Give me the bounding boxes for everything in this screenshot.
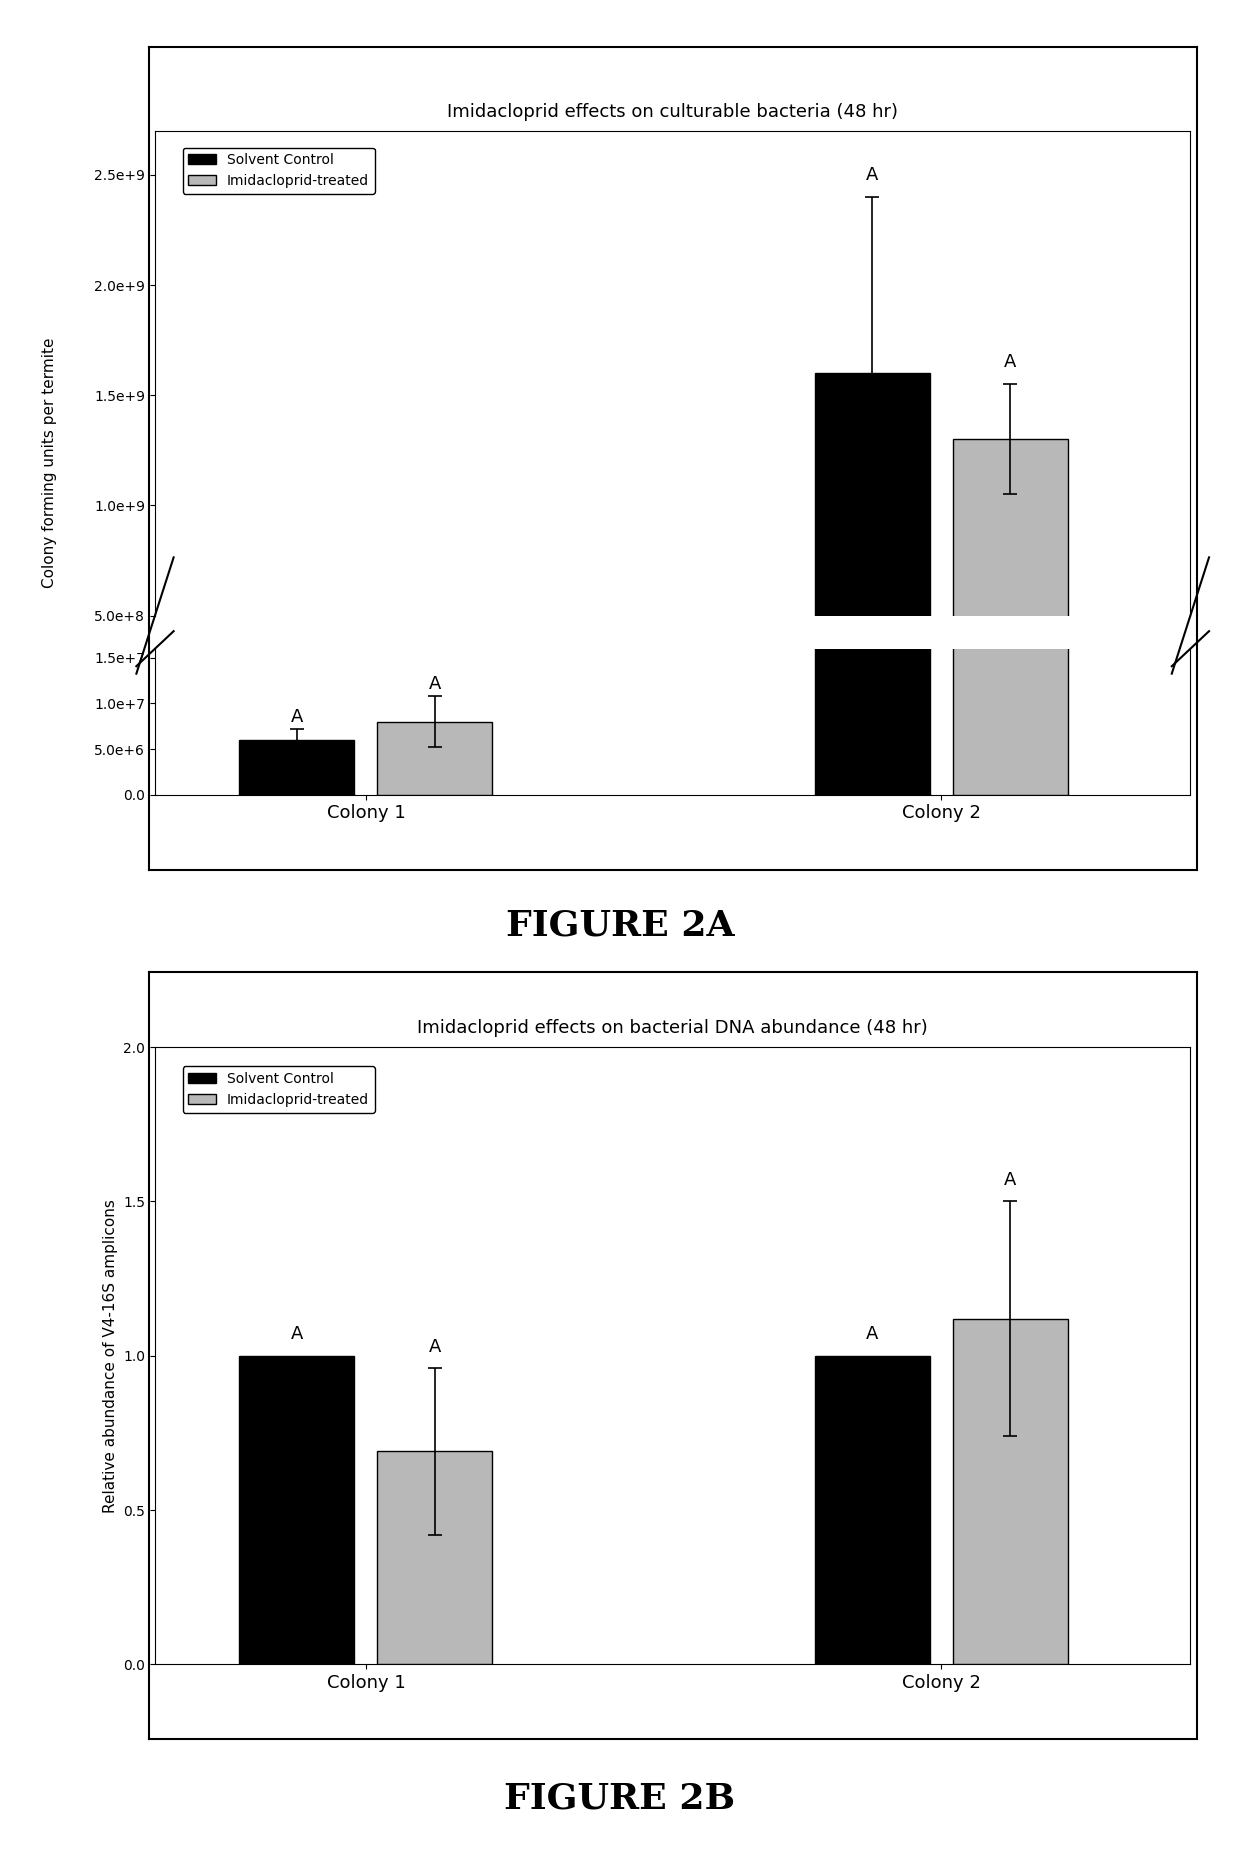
Bar <box>952 1318 1068 1664</box>
Bar <box>155 615 1190 638</box>
Title: Imidacloprid effects on bacterial DNA abundance (48 hr): Imidacloprid effects on bacterial DNA ab… <box>418 1019 928 1038</box>
Bar <box>952 0 1068 795</box>
Bar <box>155 640 1190 649</box>
Legend: Solvent Control, Imidacloprid-treated: Solvent Control, Imidacloprid-treated <box>182 1066 374 1113</box>
Bar <box>815 374 930 726</box>
Text: Colony forming units per termite: Colony forming units per termite <box>42 338 57 587</box>
Bar <box>377 722 492 795</box>
Legend: Solvent Control, Imidacloprid-treated: Solvent Control, Imidacloprid-treated <box>182 148 374 194</box>
Bar <box>815 0 930 795</box>
Text: A: A <box>866 166 878 183</box>
Text: A: A <box>866 1326 878 1343</box>
Bar <box>239 741 355 795</box>
Text: A: A <box>429 1337 441 1356</box>
Text: A: A <box>1004 353 1017 370</box>
Text: A: A <box>429 675 441 694</box>
Text: A: A <box>1004 1171 1017 1189</box>
Text: A: A <box>290 1326 303 1343</box>
Y-axis label: Relative abundance of V4-16S amplicons: Relative abundance of V4-16S amplicons <box>103 1199 118 1513</box>
Text: A: A <box>290 709 303 726</box>
Bar <box>815 1356 930 1664</box>
Title: Imidacloprid effects on culturable bacteria (48 hr): Imidacloprid effects on culturable bacte… <box>448 103 898 122</box>
Bar <box>952 439 1068 726</box>
Bar <box>377 1451 492 1664</box>
Bar <box>239 1356 355 1664</box>
Text: FIGURE 2A: FIGURE 2A <box>506 909 734 942</box>
Text: FIGURE 2B: FIGURE 2B <box>505 1782 735 1816</box>
